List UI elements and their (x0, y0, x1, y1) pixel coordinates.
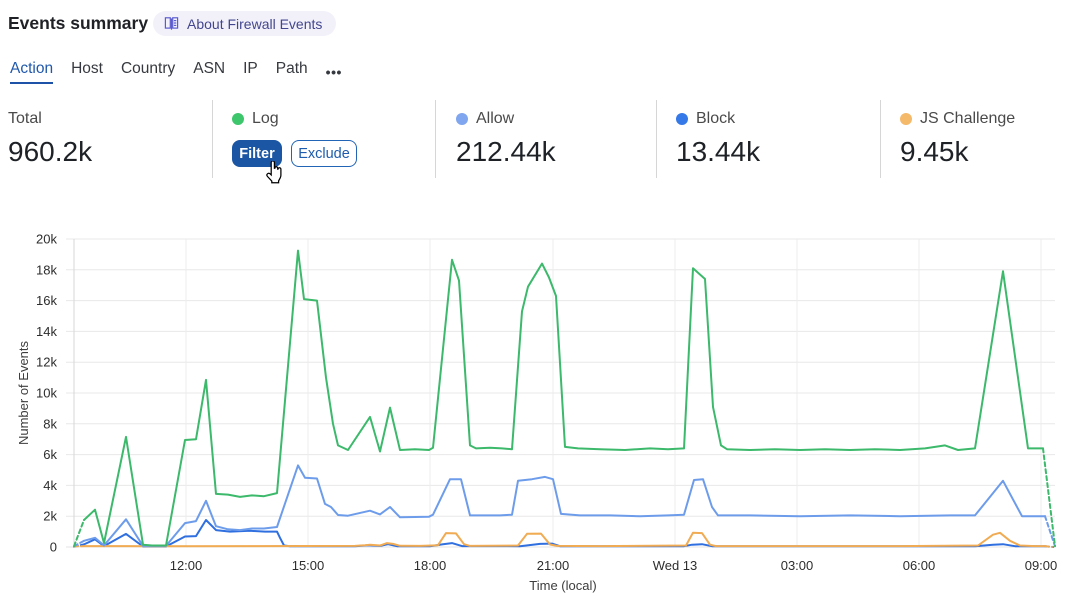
svg-text:16k: 16k (36, 293, 57, 308)
svg-text:12k: 12k (36, 355, 57, 370)
svg-text:4k: 4k (43, 478, 57, 493)
svg-text:18k: 18k (36, 262, 57, 277)
svg-text:Wed 13: Wed 13 (653, 558, 698, 573)
svg-text:8k: 8k (43, 416, 57, 431)
svg-text:15:00: 15:00 (292, 558, 325, 573)
svg-text:18:00: 18:00 (414, 558, 447, 573)
svg-text:0: 0 (50, 540, 57, 555)
svg-text:12:00: 12:00 (170, 558, 203, 573)
svg-text:10k: 10k (36, 386, 57, 401)
svg-text:21:00: 21:00 (537, 558, 570, 573)
svg-text:06:00: 06:00 (903, 558, 936, 573)
svg-text:03:00: 03:00 (781, 558, 814, 573)
svg-text:09:00: 09:00 (1025, 558, 1058, 573)
svg-text:2k: 2k (43, 509, 57, 524)
svg-text:Time (local): Time (local) (529, 578, 596, 593)
svg-text:20k: 20k (36, 232, 57, 247)
svg-text:6k: 6k (43, 447, 57, 462)
svg-text:Number of Events: Number of Events (16, 340, 31, 445)
svg-text:14k: 14k (36, 324, 57, 339)
